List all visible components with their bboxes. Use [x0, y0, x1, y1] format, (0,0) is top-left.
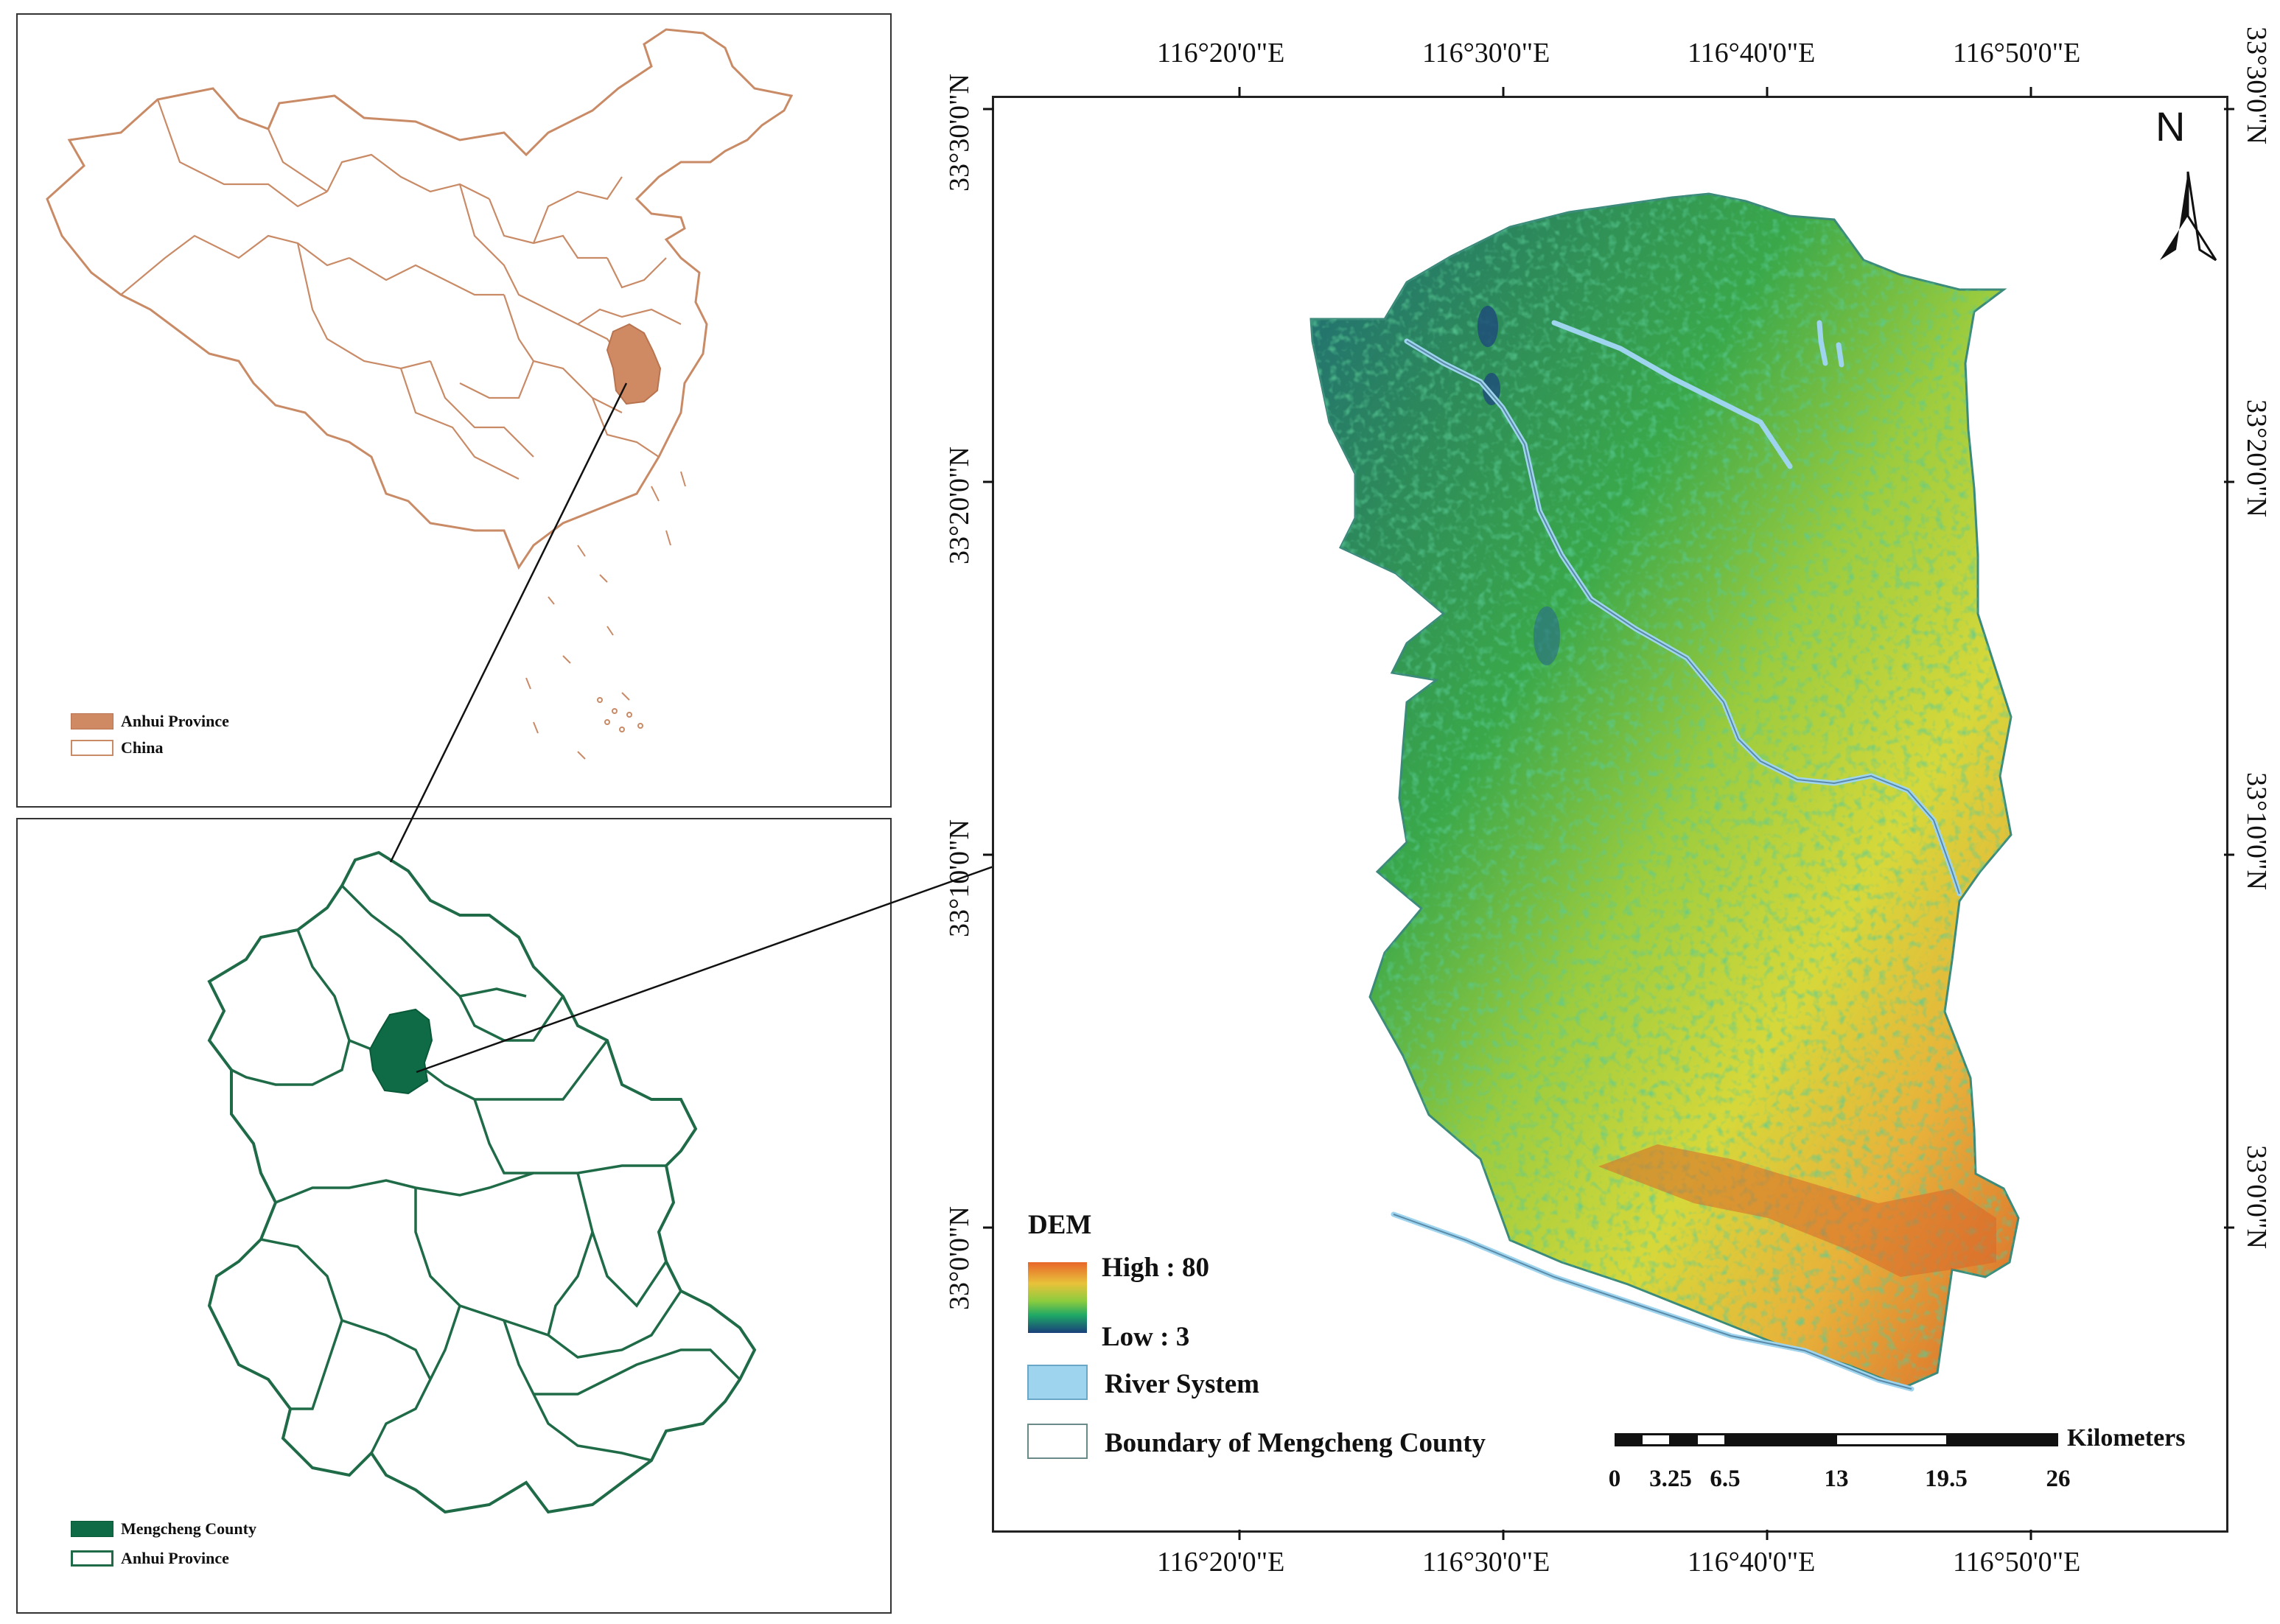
depression-patch	[1478, 306, 1498, 347]
anhui-map-graphic	[207, 850, 757, 1514]
scale-label-3-25: 3.25	[1649, 1466, 1692, 1492]
mengcheng-dem-map: DEM High : 80 Low : 3 River System Bound…	[992, 96, 2228, 1533]
dem-texture	[1311, 194, 2018, 1387]
top-lon-tick-1: 116°20'0"E	[1157, 38, 1285, 69]
scale-label-6-5: 6.5	[1710, 1466, 1741, 1492]
legend-anhui-swatch	[71, 713, 113, 729]
bottom-lon-tick-4: 116°50'0"E	[1953, 1547, 2081, 1578]
left-lat-tick-4: 33°0'0"N	[944, 1206, 975, 1310]
legend-mengcheng-swatch	[71, 1521, 113, 1537]
right-lat-tick-3: 33°10'0"N	[2241, 772, 2272, 890]
scale-bar	[1615, 1433, 2058, 1446]
top-lon-tick-3: 116°40'0"E	[1688, 38, 1816, 69]
scale-label-0: 0	[1608, 1466, 1621, 1492]
bottom-lon-tick-1: 116°20'0"E	[1157, 1547, 1285, 1578]
river-edges	[1393, 340, 1960, 1390]
scale-label-19-5: 19.5	[1925, 1466, 1968, 1492]
bottom-lon-tick-2: 116°30'0"E	[1422, 1547, 1550, 1578]
north-arrow-icon	[2160, 171, 2217, 262]
right-lat-tick-2: 33°20'0"N	[2241, 399, 2272, 517]
legend-anhui-outline-swatch	[71, 1550, 113, 1567]
anhui-outline	[207, 850, 757, 1514]
boundary-legend-swatch	[1027, 1424, 1088, 1459]
top-lon-tick-2: 116°30'0"E	[1422, 38, 1550, 69]
river-legend-label: River System	[1105, 1369, 1259, 1399]
left-lat-tick-3: 33°10'0"N	[944, 819, 975, 937]
china-province-lines	[120, 99, 682, 480]
dem-legend-ramp	[1028, 1262, 1087, 1333]
boundary-legend-label: Boundary of Mengcheng County	[1105, 1428, 1486, 1458]
dem-high-label: High : 80	[1102, 1253, 1209, 1283]
legend-china-swatch	[71, 740, 113, 756]
left-lat-tick-2: 33°20'0"N	[944, 447, 975, 564]
south-sea-islands	[525, 471, 686, 760]
anhui-highlight	[606, 323, 662, 405]
legend-anhui-label: Anhui Province	[121, 712, 229, 730]
china-map-graphic	[46, 28, 794, 760]
north-label: N	[2155, 103, 2186, 150]
scale-unit-label: Kilometers	[2067, 1424, 2186, 1452]
right-lat-tick-4: 33°0'0"N	[2241, 1145, 2272, 1249]
bottom-lon-tick-3: 116°40'0"E	[1688, 1547, 1816, 1578]
legend-anhui-outline-label: Anhui Province	[121, 1549, 229, 1567]
depression-patch	[1534, 606, 1560, 665]
dem-legend-title: DEM	[1028, 1210, 1092, 1240]
legend-mengcheng-label: Mengcheng County	[121, 1519, 256, 1538]
left-lat-tick-1: 33°30'0"N	[944, 74, 975, 192]
mengcheng-highlight	[368, 1008, 433, 1095]
scale-label-26: 26	[2046, 1466, 2071, 1492]
dem-map-graphic	[1027, 171, 2217, 1459]
scale-label-13: 13	[1824, 1466, 1849, 1492]
china-outline	[46, 28, 794, 570]
anhui-prefecture-lines	[231, 884, 741, 1462]
anhui-inset-map: Mengcheng County Anhui Province	[16, 818, 892, 1614]
china-inset-map: Anhui Province China	[16, 13, 892, 808]
dem-low-label: Low : 3	[1102, 1322, 1190, 1352]
top-lon-tick-4: 116°50'0"E	[1953, 38, 2081, 69]
high-elevation-zone	[1598, 1144, 1996, 1277]
river-legend-swatch	[1027, 1365, 1088, 1400]
legend-china-label: China	[121, 738, 164, 757]
right-lat-tick-1: 33°30'0"N	[2241, 27, 2272, 144]
